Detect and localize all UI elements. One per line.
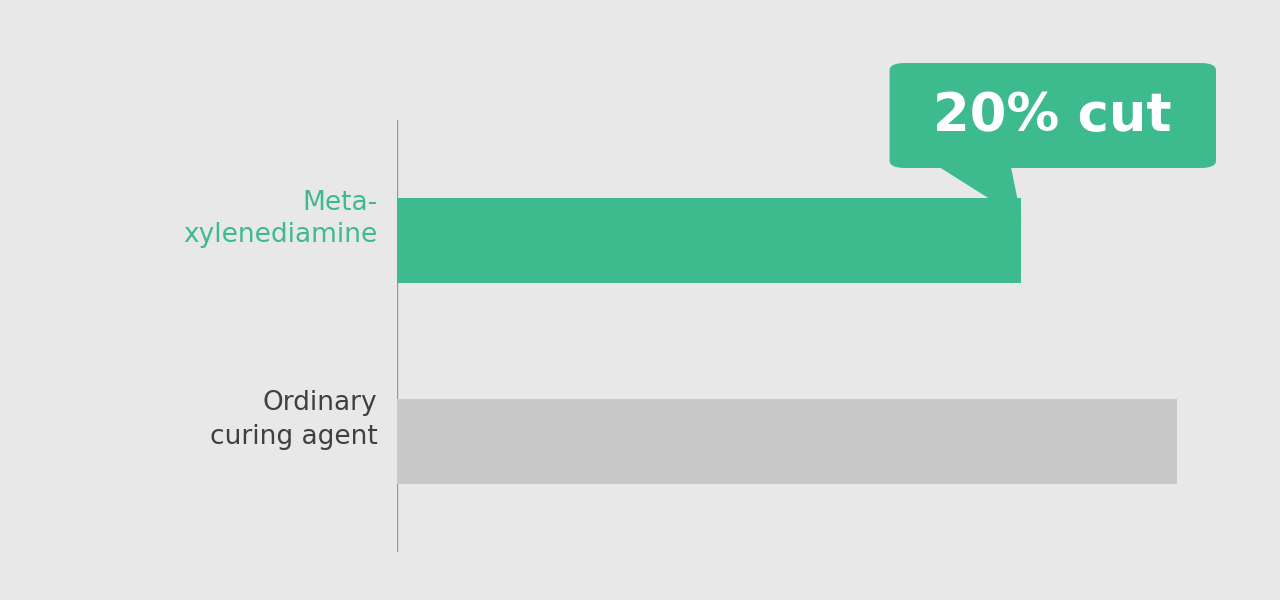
Text: Meta-
xylenediamine: Meta- xylenediamine xyxy=(183,190,378,248)
Bar xyxy=(397,399,1178,484)
Text: 20% cut: 20% cut xyxy=(933,89,1172,142)
Bar xyxy=(397,199,1021,283)
Text: Ordinary
curing agent: Ordinary curing agent xyxy=(210,391,378,449)
